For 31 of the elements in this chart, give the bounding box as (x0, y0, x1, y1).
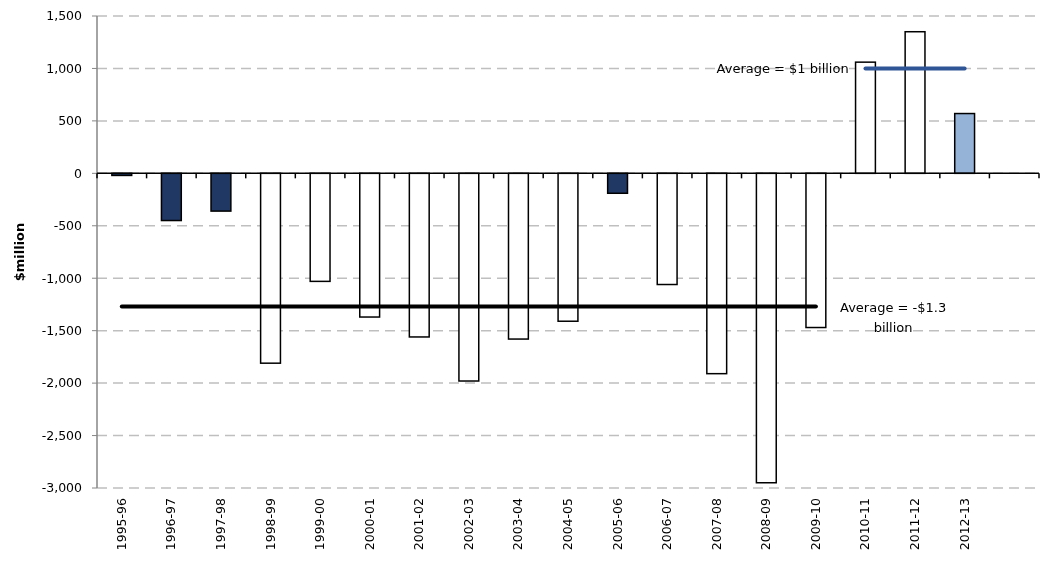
y-tick-label: -500 (53, 218, 83, 234)
x-tick-label: 2009-10 (807, 497, 823, 551)
y-tick-label: -1,500 (41, 323, 83, 339)
x-tick-label: 2010-11 (857, 498, 873, 551)
y-tick-label: -1,000 (41, 270, 83, 286)
x-tick-label: 2011-12 (907, 498, 923, 551)
y-tick-label: 0 (74, 165, 83, 181)
x-tick-label: 1998-99 (262, 497, 278, 551)
annotation: Average = -$1.3 billion (840, 299, 947, 335)
x-tick-label: 1997-98 (212, 497, 228, 551)
y-tick-label: 500 (58, 113, 83, 129)
y-tick-label: -3,000 (41, 480, 83, 496)
x-tick-label: 1996-97 (163, 498, 179, 551)
x-tick-label: 2004-05 (560, 498, 575, 551)
x-tick-label: 2005-06 (609, 497, 625, 551)
x-tick-label: 2007-08 (708, 497, 724, 551)
x-tick-label: 2012-13 (956, 498, 972, 551)
y-tick-label: -2,500 (41, 427, 83, 443)
x-tick-label: 2001-02 (411, 498, 427, 551)
x-tick-label: 2003-04 (510, 497, 526, 551)
x-tick-label: 2002-03 (460, 498, 476, 551)
y-tick-label: -2,000 (41, 375, 83, 391)
y-tick-label: 1,000 (46, 60, 83, 76)
x-tick-label: 1999-00 (312, 497, 328, 551)
x-tick-label: 2008-09 (758, 497, 774, 551)
y-tick-label: 1,500 (46, 8, 83, 24)
y-axis-title: $million (12, 222, 27, 282)
x-tick-label: 2006-07 (659, 498, 675, 551)
x-tick-label: 1995-96 (113, 497, 129, 551)
annotation: Average = $1 billion (716, 61, 849, 77)
x-tick-label: 2000-01 (361, 498, 377, 551)
